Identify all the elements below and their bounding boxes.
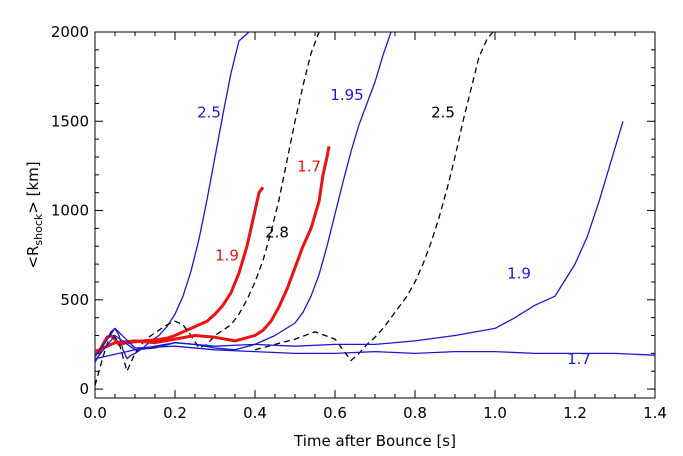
series-line-black-2-8 (95, 32, 320, 386)
y-tick-label: 0 (79, 380, 89, 398)
y-axis-title-subscript: shock (32, 213, 45, 245)
series-label-black-2-8: 2.8 (265, 223, 289, 241)
series-labels: 2.5 1.9 2.8 1.7 1.95 2.5 1.9 1.7 (197, 86, 591, 368)
x-tick-label: 0.2 (163, 404, 187, 422)
y-tick-label: 500 (60, 291, 89, 309)
series-line-blue-1-9 (95, 121, 624, 360)
x-tick-label: 1.0 (483, 404, 507, 422)
y-tick-label: 1500 (51, 112, 89, 130)
series-label-black-2-5: 2.5 (431, 104, 455, 122)
x-tick-labels: 0.0 0.2 0.4 0.6 0.8 1.0 1.2 1.4 (83, 404, 667, 422)
y-axis-title: <Rshock> [km] (24, 161, 45, 268)
x-tick-label: 0.6 (323, 404, 347, 422)
series-label-blue-2-5: 2.5 (197, 104, 221, 122)
x-axis-title: Time after Bounce [s] (293, 432, 456, 450)
x-tick-label: 0.8 (403, 404, 427, 422)
series-lines (95, 32, 655, 386)
series-label-blue-1-9: 1.9 (507, 264, 531, 282)
series-label-blue-1-7: 1.7 (567, 350, 591, 368)
series-label-blue-1-95: 1.95 (330, 86, 363, 104)
series-line-black-2-5 (254, 32, 494, 362)
series-line-red-1-7 (95, 146, 331, 353)
y-tick-label: 2000 (51, 23, 89, 41)
series-line-blue-1-7 (95, 327, 655, 358)
x-tick-label: 0.4 (243, 404, 267, 422)
series-label-red-1-7: 1.7 (297, 157, 321, 175)
series-label-red-1-9: 1.9 (215, 247, 239, 265)
x-tick-label: 1.2 (563, 404, 587, 422)
series-line-red-1-9 (95, 186, 265, 355)
axis-ticks (94, 31, 656, 398)
y-tick-label: 1000 (51, 202, 89, 220)
y-axis-title-prefix: <R (24, 246, 42, 269)
x-tick-label: 0.0 (83, 404, 107, 422)
y-axis-title-suffix: > [km] (24, 161, 42, 213)
x-tick-label: 1.4 (643, 404, 667, 422)
y-tick-labels: 0 500 1000 1500 2000 (51, 23, 89, 398)
